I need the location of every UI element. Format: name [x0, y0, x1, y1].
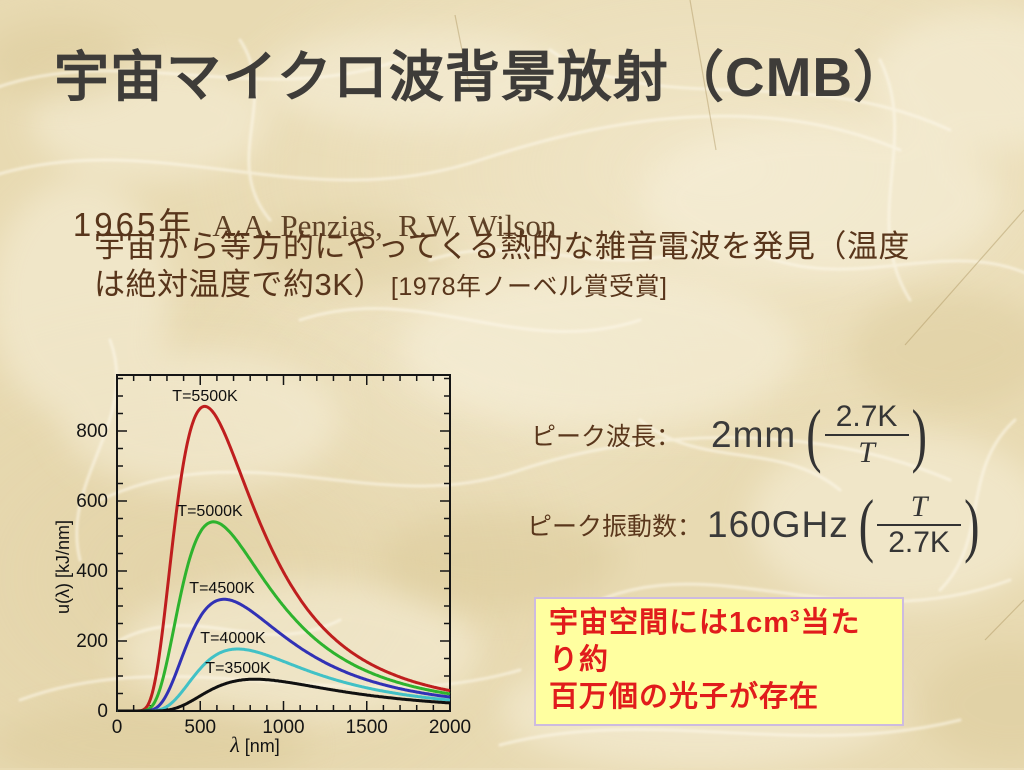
svg-text:T=4000K: T=4000K — [200, 630, 266, 647]
discovery-byline: 1965年 A.A. Penzias, R.W. Wilson — [64, 180, 556, 246]
note-line2: 百万個の光子が存在 — [549, 681, 820, 713]
svg-text:T=5500K: T=5500K — [172, 388, 238, 405]
fraction-numerator: T — [910, 490, 928, 523]
discovery-year: 1965年 — [72, 206, 195, 243]
chart-canvas: 0 500 1000 1500 2000 0 200 400 600 800 λ [nm] u(λ) … — [53, 374, 471, 757]
open-paren: ( — [806, 394, 822, 474]
nobel-note: [1978年ノーベル賞受賞] — [390, 273, 668, 301]
peak-frequency-value: 160GHz — [707, 504, 849, 545]
paper-hairs — [454, 0, 1024, 641]
peak-wavelength-value: 2mm — [711, 414, 797, 455]
discoverer-names: A.A. Penzias, R.W. Wilson — [212, 208, 557, 243]
fraction-denominator: 2.7K — [888, 526, 950, 559]
svg-text:400: 400 — [76, 561, 108, 582]
note-superscript: 3 — [790, 606, 801, 626]
peak-wavelength-row: ピーク波長： 2mm ( 2.7K T ) — [531, 396, 927, 474]
svg-text:T=4500K: T=4500K — [189, 580, 255, 597]
fraction-numerator: 2.7K — [835, 400, 898, 433]
open-paren: ( — [858, 484, 875, 564]
svg-text:λ [nm]: λ [nm] — [229, 732, 280, 757]
fraction-bar — [824, 434, 909, 436]
fraction-bar — [877, 524, 962, 526]
fraction-stack: T 2.7K — [877, 490, 962, 559]
blackbody-spectrum-chart: 0 500 1000 1500 2000 0 200 400 600 800 λ [nm] u(λ) … — [45, 360, 475, 765]
description-line2: は絶対温度で約3K） — [94, 267, 385, 302]
peak-wavelength-fraction: ( 2.7K T ) — [806, 394, 927, 474]
fraction-denominator: T — [858, 436, 875, 469]
svg-text:1000: 1000 — [262, 717, 304, 738]
svg-text:T=3500K: T=3500K — [205, 660, 271, 677]
svg-text:0: 0 — [112, 717, 123, 738]
svg-text:200: 200 — [76, 631, 108, 652]
svg-text:T=5000K: T=5000K — [177, 503, 243, 520]
note-line1: 宇宙空間には1cm — [549, 607, 791, 639]
peak-frequency-fraction: ( T 2.7K ) — [858, 484, 980, 564]
description-line1: 宇宙から等方的にやってくる熱的な雑音電波を発見（温度 — [94, 229, 910, 264]
fraction-stack: 2.7K T — [824, 400, 909, 469]
svg-text:1500: 1500 — [346, 717, 388, 738]
svg-text:u(λ) [kJ/nm]: u(λ) [kJ/nm] — [53, 520, 73, 614]
close-paren: ) — [911, 394, 927, 474]
peak-wavelength-label: ピーク波長： — [531, 423, 682, 451]
slide-title: 宇宙マイクロ波背景放射（CMB） — [54, 46, 910, 108]
svg-text:2000: 2000 — [429, 717, 471, 738]
close-paren: ) — [964, 484, 980, 564]
paper-dark-blobs — [0, 20, 1024, 768]
peak-frequency-label: ピーク振動数： — [527, 513, 703, 541]
photon-count-note: 宇宙空間には1cm3当たり約 百万個の光子が存在 — [534, 597, 904, 726]
peak-frequency-row: ピーク振動数： 160GHz ( T 2.7K ) — [527, 486, 979, 564]
note-line1-cont: 当たり約 — [549, 607, 861, 676]
svg-text:800: 800 — [76, 421, 108, 442]
svg-text:500: 500 — [184, 717, 216, 738]
svg-text:600: 600 — [76, 491, 108, 512]
svg-text:0: 0 — [97, 701, 108, 722]
discovery-description: 宇宙から等方的にやってくる熱的な雑音電波を発見（温度 は絶対温度で約3K） [19… — [94, 228, 934, 306]
